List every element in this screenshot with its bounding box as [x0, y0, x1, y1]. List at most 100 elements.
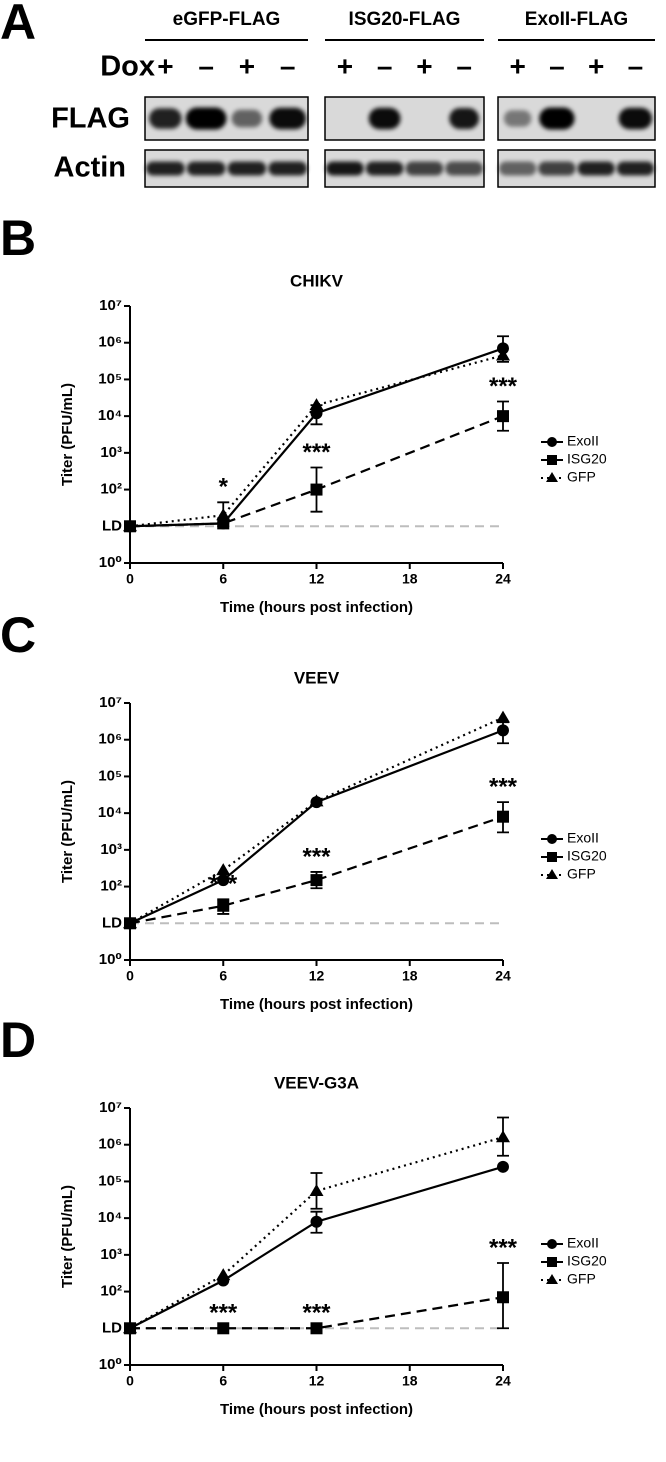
- data-point: [497, 410, 509, 423]
- data-point: [216, 1268, 231, 1281]
- y-tick-label: 10⁵: [98, 767, 122, 784]
- chart-title: VEEV-G3A: [274, 1073, 359, 1092]
- legend-marker: [547, 1239, 557, 1249]
- y-tick-label: 10²: [100, 481, 122, 498]
- x-tick-label: 18: [402, 571, 418, 587]
- blot-band: [538, 161, 576, 176]
- data-point: [310, 483, 323, 496]
- blot-band: [539, 107, 575, 130]
- x-tick-label: 6: [219, 968, 227, 984]
- x-tick-label: 24: [495, 1373, 511, 1389]
- data-point: [496, 710, 510, 723]
- dox-sign: –: [377, 50, 393, 81]
- data-point: [123, 916, 137, 929]
- blot-band: [498, 161, 537, 176]
- x-tick-label: 24: [495, 571, 511, 587]
- panel-letter: B: [0, 210, 36, 266]
- panel-letter: C: [0, 607, 36, 663]
- y-tick-label: 10³: [100, 841, 122, 858]
- data-point: [496, 348, 510, 361]
- dox-sign: +: [509, 50, 525, 81]
- series-line: [129, 729, 504, 925]
- x-tick-label: 12: [309, 968, 325, 984]
- y-tick-label: 10⁶: [98, 334, 122, 351]
- x-tick-label: 0: [126, 571, 134, 587]
- significance: ***: [209, 871, 238, 898]
- y-tick-label: LD: [102, 1319, 122, 1336]
- data-point: [497, 1291, 509, 1304]
- legend-marker: [546, 472, 558, 482]
- legend-label: GFP: [567, 866, 596, 882]
- y-tick-label: 10⁴: [98, 407, 122, 424]
- y-tick-label: 10⁰: [99, 554, 122, 571]
- y-tick-label: 10⁵: [98, 370, 122, 387]
- data-point: [123, 1321, 137, 1334]
- blot-band: [268, 161, 307, 176]
- data-point: [309, 1183, 324, 1196]
- y-tick-label: 10⁴: [98, 1209, 122, 1226]
- data-point: [217, 899, 230, 912]
- x-tick-label: 24: [495, 968, 511, 984]
- data-point: [496, 1130, 510, 1143]
- blot-band: [185, 107, 227, 130]
- data-point: [310, 874, 323, 887]
- blot-band: [227, 161, 267, 176]
- dox-sign: +: [416, 50, 432, 81]
- data-point: [309, 398, 324, 411]
- y-tick-label: 10⁰: [99, 951, 122, 968]
- blot-band: [149, 108, 182, 129]
- y-tick-label: 10⁷: [99, 694, 122, 711]
- panel-letter: D: [0, 1012, 36, 1068]
- x-tick-label: 6: [219, 571, 227, 587]
- significance: ***: [489, 1234, 518, 1261]
- legend-label: ExoII: [567, 830, 599, 846]
- data-point: [310, 1215, 323, 1228]
- legend-marker: [547, 852, 557, 862]
- legend-label: ExoII: [567, 1235, 599, 1251]
- series-line: [129, 815, 504, 925]
- dox-sign: +: [239, 50, 255, 81]
- y-tick-label: 10³: [100, 1246, 122, 1263]
- data-point: [497, 810, 509, 823]
- series-line: [129, 1165, 504, 1330]
- y-tick-label: LD: [102, 517, 122, 534]
- legend-label: ISG20: [567, 848, 607, 864]
- x-axis-title: Time (hours post infection): [220, 599, 413, 616]
- legend-marker: [547, 455, 557, 465]
- series-line: [129, 347, 504, 528]
- y-tick-label: 10²: [100, 878, 122, 895]
- y-tick-label: 10⁷: [99, 297, 122, 314]
- significance: ***: [489, 373, 518, 400]
- panel-letter: A: [0, 0, 36, 50]
- dox-sign: +: [157, 50, 173, 81]
- x-tick-label: 18: [402, 968, 418, 984]
- y-tick-label: 10³: [100, 444, 122, 461]
- construct-label: eGFP-FLAG: [173, 9, 281, 30]
- dox-sign: +: [588, 50, 604, 81]
- significance: ***: [489, 773, 518, 800]
- chart-title: CHIKV: [290, 271, 344, 290]
- blot-band: [449, 108, 480, 129]
- dox-sign: –: [280, 50, 296, 81]
- y-tick-label: 10²: [100, 1283, 122, 1300]
- blot-band: [503, 110, 532, 127]
- data-point: [123, 519, 137, 532]
- y-tick-label: LD: [102, 914, 122, 931]
- series-line: [129, 415, 504, 528]
- blot-band: [577, 161, 615, 176]
- construct-label: ISG20-FLAG: [349, 9, 461, 30]
- y-axis-title: Titer (PFU/mL): [59, 383, 76, 486]
- x-tick-label: 18: [402, 1373, 418, 1389]
- x-tick-label: 12: [309, 571, 325, 587]
- row-label: FLAG: [51, 103, 130, 135]
- dox-sign: –: [549, 50, 565, 81]
- data-point: [310, 407, 323, 420]
- legend-label: ISG20: [567, 1253, 607, 1269]
- data-point: [497, 724, 509, 737]
- blot-band: [186, 161, 226, 176]
- x-tick-label: 0: [126, 1373, 134, 1389]
- blot-band: [231, 109, 263, 128]
- chart-title: VEEV: [294, 668, 340, 687]
- data-point: [216, 508, 231, 521]
